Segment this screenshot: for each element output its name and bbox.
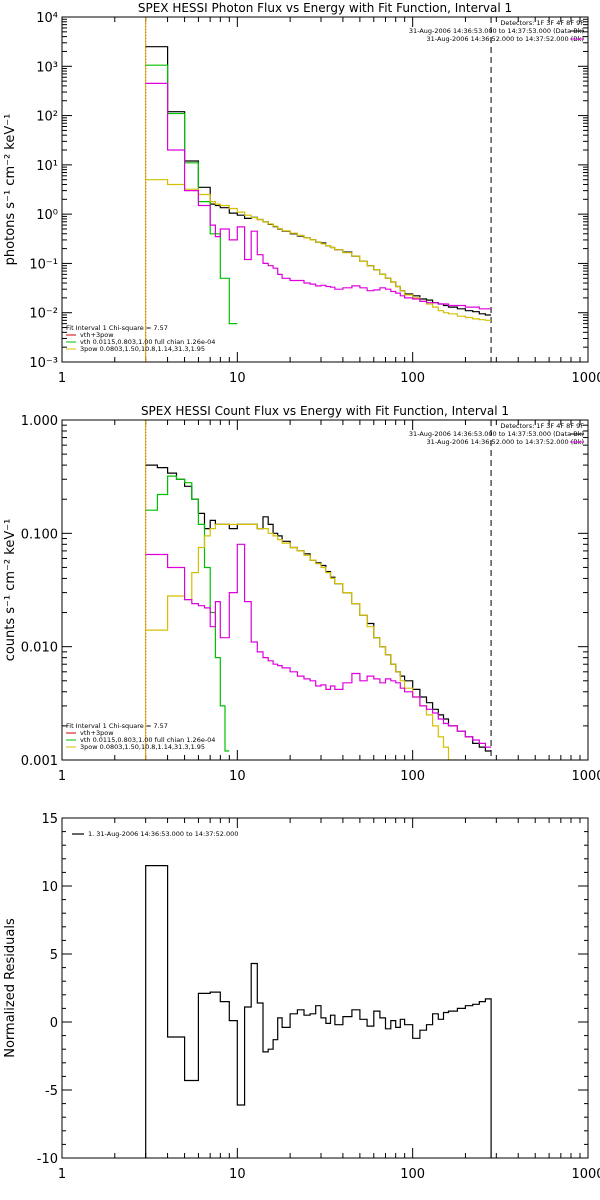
- y-tick-label: 10: [41, 880, 58, 895]
- legend-text: Detectors: 1F 3F 4F 8F 9F: [500, 19, 584, 27]
- y-tick-label: 10²: [36, 110, 58, 125]
- legend-text: 31-Aug-2006 14:36:53.000 to 14:37:53.000…: [409, 27, 584, 35]
- y-tick-label: 15: [41, 812, 58, 827]
- y-tick-label: -5: [45, 1084, 58, 1099]
- data-series-4: [145, 82, 492, 310]
- chart-panel-1: SPEX HESSI Photon Flux vs Energy with Fi…: [3, 1, 600, 386]
- y-tick-label: 10⁴: [36, 11, 58, 26]
- y-tick-label: 0.001: [21, 754, 58, 769]
- data-series-2: [145, 64, 238, 325]
- legend-text: 3pow 0.0803,1.50,10.8,1.14,31.3,1.95: [80, 345, 205, 353]
- y-tick-label: 10³: [36, 60, 58, 75]
- legend-text: Fit Interval 1 Chi-square = 7.57: [66, 722, 168, 730]
- y-tick-label: 5: [50, 948, 58, 963]
- y-tick-label: 10⁻¹: [29, 257, 58, 272]
- plot-frame: [61, 817, 589, 1159]
- legend-text: Fit Interval 1 Chi-square = 7.57: [66, 324, 168, 332]
- legend-text: vth+3pow: [80, 729, 114, 737]
- y-tick-label: 10⁰: [36, 208, 58, 223]
- y-tick-label: 10¹: [36, 159, 58, 174]
- y-axis-label: counts s⁻¹ cm⁻² keV⁻¹: [3, 519, 18, 662]
- y-axis-label: Normalized Residuals: [3, 918, 18, 1058]
- x-tick-label: 100: [400, 1167, 425, 1182]
- chart-panel-2: SPEX HESSI Count Flux vs Energy with Fit…: [3, 404, 600, 784]
- data-series-4: [145, 543, 492, 748]
- y-tick-label: 0.010: [21, 641, 58, 656]
- legend-text: 31-Aug-2006 14:36:52.000 to 14:37:52.000…: [427, 35, 584, 43]
- y-tick-label: 1.000: [21, 414, 58, 429]
- y-tick-label: -10: [37, 1152, 58, 1167]
- plot-frame: [61, 16, 589, 363]
- x-tick-label: 100: [400, 371, 425, 386]
- y-tick-label: 10⁻³: [29, 356, 58, 371]
- legend-text: 1. 31-Aug-2006 14:36:53.000 to 14:37:52.…: [88, 830, 238, 838]
- x-tick-label: 1: [58, 1167, 66, 1182]
- data-series-1: [145, 865, 492, 1158]
- y-tick-label: 0: [50, 1016, 58, 1031]
- data-series-3: [145, 179, 492, 321]
- x-tick-label: 1: [58, 769, 66, 784]
- legend-text: 3pow 0.0803,1.50,10.8,1.14,31.3,1.95: [80, 743, 205, 751]
- x-tick-label: 100: [400, 769, 425, 784]
- y-tick-label: 10⁻²: [29, 307, 58, 322]
- data-series-3: [145, 523, 458, 760]
- data-series-2: [145, 475, 230, 752]
- chart-title: SPEX HESSI Photon Flux vs Energy with Fi…: [138, 1, 512, 15]
- plot-frame: [61, 419, 589, 761]
- legend-text: 31-Aug-2006 14:36:52.000 to 14:37:52.000…: [427, 438, 584, 446]
- x-tick-label: 10: [229, 769, 246, 784]
- legend-text: vth+3pow: [80, 331, 114, 339]
- y-tick-label: 0.100: [21, 527, 58, 542]
- x-tick-label: 10: [229, 371, 246, 386]
- y-axis-label: photons s⁻¹ cm⁻² keV⁻¹: [3, 114, 18, 266]
- data-series-1: [145, 464, 492, 752]
- chart-title: SPEX HESSI Count Flux vs Energy with Fit…: [141, 404, 509, 418]
- x-tick-label: 1: [58, 371, 66, 386]
- x-tick-label: 10: [229, 1167, 246, 1182]
- legend-text: 31-Aug-2006 14:36:53.000 to 14:37:53.000…: [409, 430, 584, 438]
- legend-text: Detectors: 1F 3F 4F 8F 9F: [500, 422, 584, 430]
- legend-text: vth 0.0115,0.803,1.00 full chian 1.26e-0…: [80, 736, 215, 744]
- data-series-1: [145, 46, 492, 316]
- legend-text: vth 0.0115,0.803,1.00 full chian 1.26e-0…: [80, 338, 215, 346]
